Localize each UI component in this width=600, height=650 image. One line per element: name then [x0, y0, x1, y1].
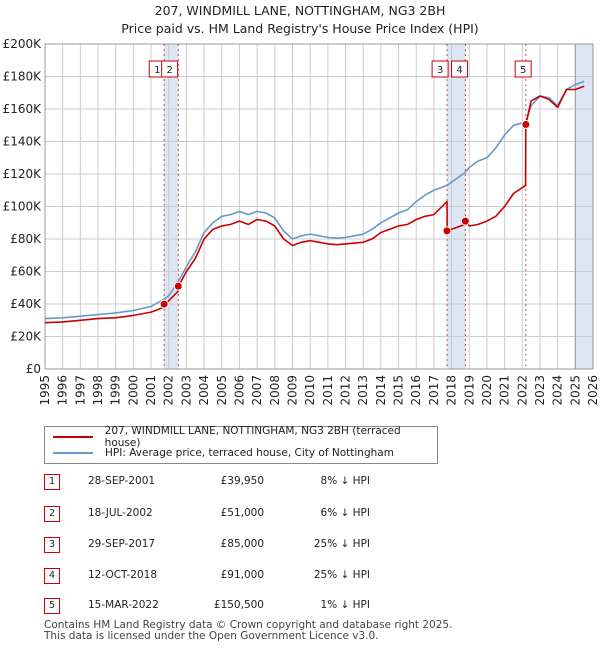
transaction-hpi-diff: 8% ↓ HPI — [320, 475, 370, 487]
transaction-point — [159, 299, 169, 309]
transaction-label: 1 — [154, 65, 160, 76]
table-row: 4 12-OCT-2018 £91,000 25% ↓ HPI — [0, 568, 600, 588]
transaction-price: £39,950 — [220, 475, 264, 487]
transaction-hpi-diff: 25% ↓ HPI — [313, 569, 370, 581]
legend-item-property: 207, WINDMILL LANE, NOTTINGHAM, NG3 2BH … — [53, 425, 437, 449]
chart-legend: 207, WINDMILL LANE, NOTTINGHAM, NG3 2BH … — [44, 425, 438, 464]
transaction-price: £91,000 — [220, 569, 264, 581]
table-row: 3 29-SEP-2017 £85,000 25% ↓ HPI — [0, 537, 600, 557]
transaction-label: 5 — [520, 65, 526, 76]
transaction-label: 3 — [437, 65, 443, 76]
transaction-point — [442, 226, 452, 236]
x-tick-label: 2025 — [568, 375, 582, 406]
y-tick-label: £60K — [10, 265, 42, 279]
series-line-property — [44, 85, 585, 324]
transaction-badge: 5 — [44, 598, 60, 614]
transaction-label-box — [161, 60, 179, 78]
y-tick-label: £180K — [3, 70, 43, 84]
x-tick-label: 2003 — [179, 375, 193, 406]
transaction-badge: 4 — [44, 568, 60, 584]
chart-title: 207, WINDMILL LANE, NOTTINGHAM, NG3 2BH — [154, 3, 446, 18]
x-tick-label: 2006 — [232, 375, 246, 406]
transaction-price: £150,500 — [213, 599, 264, 611]
transaction-badge: 1 — [44, 474, 60, 490]
transaction-hpi-diff: 25% ↓ HPI — [313, 538, 370, 550]
x-tick-label: 1996 — [56, 375, 70, 406]
transaction-date: 18-JUL-2002 — [88, 507, 153, 519]
transaction-date: 28-SEP-2001 — [88, 475, 156, 487]
transaction-label-box — [451, 60, 469, 78]
x-tick-label: 2010 — [303, 375, 317, 406]
footer-line-licence: This data is licensed under the Open Gov… — [44, 630, 379, 642]
x-tick-label: 2009 — [285, 375, 299, 406]
table-row: 2 18-JUL-2002 £51,000 6% ↓ HPI — [0, 506, 600, 526]
chart-title-block: 207, WINDMILL LANE, NOTTINGHAM, NG3 2BH … — [0, 2, 600, 38]
transaction-date: 29-SEP-2017 — [88, 538, 156, 550]
y-tick-label: £120K — [3, 167, 43, 181]
x-tick-label: 2017 — [427, 375, 441, 406]
x-tick-label: 1999 — [109, 375, 123, 406]
transaction-label: 2 — [166, 65, 172, 76]
x-tick-label: 1995 — [38, 375, 52, 406]
chart-subtitle: Price paid vs. HM Land Registry's House … — [121, 21, 479, 36]
x-tick-label: 2026 — [586, 375, 600, 406]
x-tick-label: 2007 — [250, 375, 264, 406]
x-tick-label: 2013 — [356, 375, 370, 406]
table-row: 5 15-MAR-2022 £150,500 1% ↓ HPI — [0, 598, 600, 618]
x-tick-label: 2024 — [551, 375, 565, 406]
x-tick-label: 2012 — [339, 375, 353, 406]
legend-swatch-property — [53, 436, 93, 438]
y-tick-label: £200K — [3, 37, 43, 51]
transaction-date: 12-OCT-2018 — [88, 569, 157, 581]
plot-frame — [44, 43, 594, 370]
x-tick-label: 2020 — [480, 375, 494, 406]
transaction-point — [173, 281, 183, 291]
x-tick-label: 2001 — [144, 375, 158, 406]
legend-label-property: 207, WINDMILL LANE, NOTTINGHAM, NG3 2BH … — [104, 425, 401, 449]
chart-plot: £0 £20K £40K £60K £80K £100K £120K £140K £160K £1… — [3, 37, 600, 406]
y-tick-label: £80K — [10, 232, 42, 246]
transaction-label-box — [431, 60, 449, 78]
x-tick-label: 2015 — [392, 375, 406, 406]
table-row: 1 28-SEP-2001 £39,950 8% ↓ HPI — [0, 474, 600, 494]
x-tick-label: 2004 — [197, 375, 211, 406]
x-tick-label: 2005 — [215, 375, 229, 406]
x-tick-label: 2011 — [321, 375, 335, 406]
x-tick-label: 1998 — [91, 375, 105, 406]
y-tick-label: £20K — [10, 330, 42, 344]
x-tick-label: 2021 — [498, 375, 512, 406]
legend-item-hpi: HPI: Average price, terraced house, City… — [53, 445, 394, 461]
transaction-hpi-diff: 6% ↓ HPI — [320, 507, 370, 519]
x-tick-label: 2008 — [268, 375, 282, 406]
transaction-point — [460, 216, 470, 226]
legend-label-hpi: HPI: Average price, terraced house, City… — [105, 447, 394, 459]
transaction-badge: 2 — [44, 506, 60, 522]
transaction-date: 15-MAR-2022 — [88, 599, 159, 611]
y-tick-label: £40K — [10, 297, 42, 311]
transaction-label-box — [514, 60, 532, 78]
transaction-price: £85,000 — [220, 538, 264, 550]
y-tick-label: £100K — [3, 200, 43, 214]
x-tick-label: 2002 — [162, 375, 176, 406]
x-tick-label: 2022 — [515, 375, 529, 406]
y-tick-label: £0 — [26, 362, 41, 376]
x-tick-label: 2000 — [126, 375, 140, 406]
footer-line-copyright: Contains HM Land Registry data © Crown c… — [44, 619, 453, 631]
y-tick-label: £140K — [3, 135, 43, 149]
series-line-hpi — [44, 80, 585, 320]
transaction-badge: 3 — [44, 537, 60, 553]
transaction-label: 4 — [456, 65, 462, 76]
x-tick-label: 2016 — [409, 375, 423, 406]
x-tick-label: 2018 — [445, 375, 459, 406]
legend-swatch-hpi — [53, 452, 93, 454]
y-tick-label: £160K — [3, 102, 43, 116]
x-tick-label: 1997 — [73, 375, 87, 406]
x-tick-label: 2023 — [533, 375, 547, 406]
x-tick-label: 2014 — [374, 375, 388, 406]
transaction-hpi-diff: 1% ↓ HPI — [320, 599, 370, 611]
transaction-point — [521, 119, 531, 129]
footer-attribution: Contains HM Land Registry data © Crown c… — [44, 620, 452, 642]
transaction-price: £51,000 — [220, 507, 264, 519]
x-tick-label: 2019 — [462, 375, 476, 406]
